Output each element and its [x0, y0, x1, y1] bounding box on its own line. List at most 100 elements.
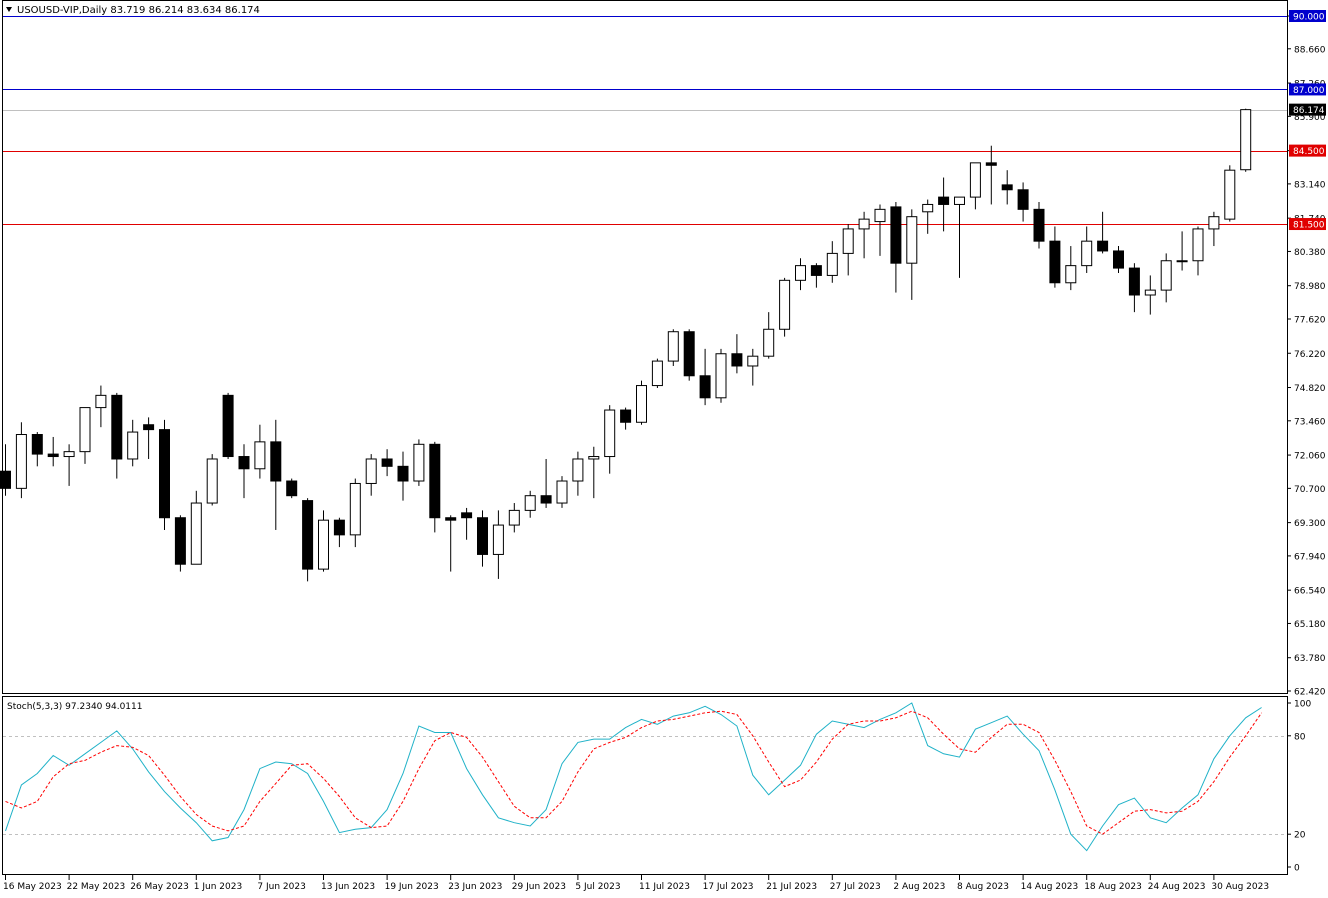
candle [286, 478, 298, 499]
stoch-tick-label: 0 [1294, 864, 1300, 874]
candle [1224, 165, 1236, 222]
candle [1240, 108, 1252, 172]
candle [95, 385, 107, 428]
candle-body [1224, 169, 1236, 220]
candle [604, 405, 616, 474]
candle-body [731, 353, 743, 367]
date-tick-label: 18 Aug 2023 [1084, 882, 1142, 892]
candle-body [795, 265, 806, 281]
candle-body [461, 512, 473, 519]
price-tick-label: 74.820 [1294, 384, 1326, 394]
candle-body [1065, 265, 1077, 284]
price-tick-label: 66.540 [1294, 587, 1326, 597]
candle-body [508, 509, 520, 526]
price-tick-label: 62.420 [1294, 688, 1326, 698]
date-tick-label: 21 Jul 2023 [766, 882, 817, 892]
candle [318, 510, 329, 572]
candle-body [826, 252, 838, 276]
candle [747, 348, 759, 386]
candle [969, 162, 981, 210]
candle [333, 517, 345, 548]
stoch-tick-label: 20 [1294, 831, 1306, 841]
price-tick-label: 70.700 [1294, 485, 1326, 495]
candle [508, 503, 520, 533]
candle-body [1176, 260, 1188, 263]
date-tick-label: 19 Jun 2023 [385, 882, 439, 892]
candle [1065, 246, 1077, 291]
current-price-label-bg [1289, 103, 1326, 116]
candle-body [1049, 240, 1061, 284]
candle [1208, 211, 1220, 247]
date-tick-label: 8 Aug 2023 [957, 882, 1009, 892]
candle [985, 145, 997, 205]
stoch-pane-frame [2, 696, 1288, 875]
date-tick-label: 5 Jul 2023 [575, 882, 620, 892]
level-label-text: 87.000 [1293, 86, 1325, 96]
candle [954, 196, 965, 278]
date-tick-label: 14 Aug 2023 [1021, 882, 1079, 892]
candle-body [556, 480, 568, 504]
candle-body [1017, 189, 1029, 210]
price-tick-label: 83.140 [1294, 180, 1326, 190]
candle [699, 348, 711, 406]
candle [461, 507, 473, 540]
candle-body [31, 434, 43, 455]
candle [731, 334, 743, 374]
date-tick-label: 29 Jun 2023 [512, 882, 566, 892]
candle [826, 241, 838, 283]
main-pane-frame [2, 0, 1288, 694]
date-tick-label: 11 Jul 2023 [639, 882, 690, 892]
candle-body [333, 519, 345, 536]
candle-body [810, 265, 822, 276]
candle-body [858, 218, 870, 230]
candle-body [222, 394, 234, 458]
level-label-bg [1289, 144, 1326, 157]
candle-body [286, 480, 298, 497]
level-label-bg [1289, 218, 1326, 231]
candle [810, 263, 822, 288]
candle-body [206, 458, 218, 504]
price-tick-label: 73.460 [1294, 417, 1326, 427]
price-tick-label: 77.620 [1294, 315, 1326, 325]
candle [1128, 263, 1140, 313]
candle-body [699, 375, 711, 399]
date-tick-label: 24 Aug 2023 [1148, 882, 1206, 892]
candle-body [1128, 267, 1140, 296]
collapse-triangle-icon[interactable] [6, 7, 12, 12]
candle-body [381, 458, 393, 467]
candle-body [1033, 208, 1045, 242]
candle [1033, 202, 1045, 249]
current-price-label-text: 86.174 [1293, 106, 1325, 116]
candle-body [540, 495, 552, 504]
candle-body [79, 407, 91, 453]
candle [572, 451, 584, 496]
price-tick-label: 80.380 [1294, 248, 1326, 258]
date-tick-label: 22 May 2023 [67, 882, 126, 892]
candle [922, 199, 934, 234]
candle [79, 407, 91, 464]
candle-body [683, 331, 695, 377]
candle [540, 458, 552, 508]
candle [858, 211, 870, 259]
candle [238, 444, 250, 499]
stoch-tick-label: 80 [1294, 732, 1306, 742]
candle [1081, 226, 1093, 273]
level-label-text: 81.500 [1293, 221, 1325, 231]
candle [63, 444, 75, 486]
candle-body [747, 355, 759, 367]
candle-body [492, 524, 504, 555]
candle-body [1208, 216, 1220, 230]
date-tick-label: 30 Aug 2023 [1211, 882, 1269, 892]
candle [159, 419, 170, 530]
candle-body [667, 331, 679, 362]
candle [206, 454, 218, 506]
stoch-main-line [5, 702, 1262, 852]
candle-body [954, 196, 965, 205]
candle [413, 439, 425, 486]
candle-body [938, 196, 950, 205]
price-tick-label: 85.900 [1294, 113, 1326, 123]
candle-body [143, 424, 155, 431]
candle-body [413, 443, 425, 482]
